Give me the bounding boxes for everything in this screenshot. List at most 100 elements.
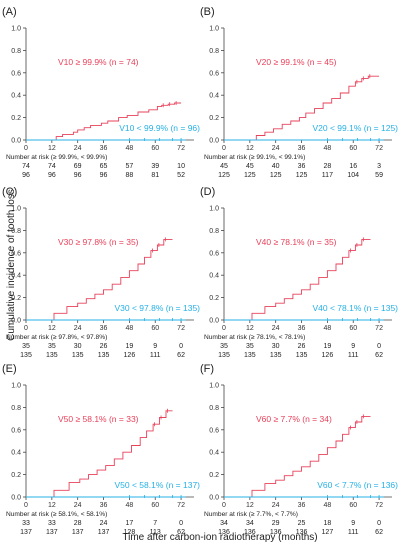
chart-4-y-tick-label-1: 0.2 xyxy=(11,472,21,479)
chart-2-x-tick-label-3: 36 xyxy=(100,325,108,332)
chart-4-y-tick-label-2: 0.4 xyxy=(11,450,21,457)
chart-5-risk-high-1: 34 xyxy=(246,520,254,527)
chart-1-y-tick-label-2: 0.4 xyxy=(209,93,219,100)
chart-1-risk-low-0: 125 xyxy=(218,172,230,179)
chart-0-x-tick-label-3: 36 xyxy=(100,145,108,152)
chart-0-risk-high-3: 65 xyxy=(100,163,108,170)
chart-2-risk-low-1: 135 xyxy=(46,352,58,359)
chart-3-risk-low-0: 135 xyxy=(218,352,230,359)
chart-4-x-tick-label-1: 12 xyxy=(48,502,56,509)
chart-0-x-tick-label-2: 24 xyxy=(74,145,82,152)
chart-1-risk-high-1: 45 xyxy=(246,163,254,170)
chart-1-series-low-label: V20 < 99.1% (n = 125) xyxy=(312,123,398,133)
chart-0-y-tick-label-2: 0.4 xyxy=(11,93,21,100)
chart-1-x-tick-label-2: 24 xyxy=(272,145,280,152)
chart-3-x-tick-label-0: 0 xyxy=(222,325,226,332)
chart-0-risk-low-2: 96 xyxy=(74,172,82,179)
chart-3-y-tick-label-0: 0.0 xyxy=(209,318,219,325)
chart-2-risk-low-4: 126 xyxy=(124,352,136,359)
chart-1-risk-high-4: 28 xyxy=(323,163,331,170)
chart-1-risk-high-5: 16 xyxy=(349,163,357,170)
chart-0-y-tick-label-0: 0.0 xyxy=(11,138,21,145)
chart-4-x-tick-label-0: 0 xyxy=(24,502,28,509)
chart-5-risk-high-3: 25 xyxy=(298,520,306,527)
chart-5-x-tick-label-2: 24 xyxy=(272,502,280,509)
chart-0-x-tick-label-4: 48 xyxy=(125,145,133,152)
chart-1-risk-low-4: 117 xyxy=(322,172,333,179)
chart-0-risk-low-3: 96 xyxy=(100,172,108,179)
chart-3-x-tick-label-4: 48 xyxy=(323,325,331,332)
chart-5-risk-table-header: Number at risk (≥ 7.7%, < 7.7%) xyxy=(204,511,298,518)
chart-0-y-tick-label-1: 0.2 xyxy=(11,115,21,122)
chart-5-x-tick-label-4: 48 xyxy=(323,502,331,509)
chart-1-risk-high-3: 36 xyxy=(298,163,306,170)
chart-0-risk-low-6: 52 xyxy=(177,172,185,179)
chart-1-risk-table-header: Number at risk (≥ 99.1%, < 99.1%) xyxy=(204,154,305,161)
chart-4-panel-label: (E) xyxy=(2,363,17,375)
chart-5-series-high-line xyxy=(224,415,371,498)
chart-2-y-tick-label-2: 0.4 xyxy=(11,273,21,280)
chart-1-x-tick-label-5: 60 xyxy=(349,145,357,152)
chart-3-risk-high-5: 9 xyxy=(351,343,355,350)
chart-5-x-tick-label-0: 0 xyxy=(222,502,226,509)
chart-3-y-tick-label-5: 1.0 xyxy=(209,206,219,213)
chart-2-x-tick-label-0: 0 xyxy=(24,325,28,332)
chart-2-x-tick-label-1: 12 xyxy=(48,325,56,332)
chart-0-risk-high-0: 74 xyxy=(22,163,30,170)
chart-5-y-tick-label-1: 0.2 xyxy=(209,472,219,479)
chart-1-risk-low-1: 125 xyxy=(244,172,256,179)
chart-4-y-tick-label-5: 1.0 xyxy=(11,383,21,390)
chart-3-series-high-label: V40 ≥ 78.1% (n = 35) xyxy=(256,237,337,247)
chart-4-risk-low-4: 128 xyxy=(124,529,136,536)
chart-5-series-high-label: V60 ≥ 7.7% (n = 34) xyxy=(256,414,332,424)
chart-5-y-tick-label-4: 0.8 xyxy=(209,405,219,412)
chart-4-x-tick-label-5: 60 xyxy=(151,502,159,509)
chart-5-risk-low-2: 136 xyxy=(270,529,282,536)
chart-4-risk-low-6: 62 xyxy=(177,529,185,536)
chart-2-risk-table-header: Number at risk (≥ 97.8%, < 97.8%) xyxy=(6,334,107,341)
chart-2-risk-high-3: 26 xyxy=(100,343,108,350)
chart-2-series-high-label: V30 ≥ 97.8% (n = 35) xyxy=(58,237,139,247)
chart-0-x-tick-label-5: 60 xyxy=(151,145,159,152)
chart-0-risk-high-1: 74 xyxy=(48,163,56,170)
chart-5-risk-low-6: 62 xyxy=(375,529,383,536)
chart-4-risk-table-header: Number at risk (≥ 58.1%, < 58.1%) xyxy=(6,511,107,518)
chart-1-panel-label: (B) xyxy=(200,6,215,18)
chart-4-risk-high-2: 28 xyxy=(74,520,82,527)
chart-2-risk-low-5: 111 xyxy=(150,352,161,359)
chart-2-risk-low-0: 135 xyxy=(20,352,32,359)
chart-5-y-tick-label-3: 0.6 xyxy=(209,427,219,434)
chart-3-x-tick-label-1: 12 xyxy=(246,325,254,332)
chart-1-y-tick-label-3: 0.6 xyxy=(209,70,219,77)
chart-2-risk-low-2: 135 xyxy=(72,352,84,359)
chart-3-x-tick-label-2: 24 xyxy=(272,325,280,332)
chart-3-risk-high-2: 30 xyxy=(272,343,280,350)
chart-3-risk-high-4: 19 xyxy=(323,343,331,350)
chart-5-risk-low-1: 136 xyxy=(244,529,256,536)
chart-1-risk-low-6: 59 xyxy=(375,172,383,179)
chart-3-risk-low-1: 135 xyxy=(244,352,256,359)
chart-4-risk-low-5: 113 xyxy=(150,529,161,536)
chart-5-risk-high-2: 29 xyxy=(272,520,280,527)
chart-2-x-tick-label-6: 72 xyxy=(177,325,185,332)
chart-5-y-tick-label-5: 1.0 xyxy=(209,383,219,390)
chart-4-risk-low-2: 137 xyxy=(72,529,84,536)
chart-2-y-tick-label-1: 0.2 xyxy=(11,295,21,302)
chart-5-x-tick-label-1: 12 xyxy=(246,502,254,509)
chart-2-y-tick-label-3: 0.6 xyxy=(11,250,21,257)
chart-3-series-high-line xyxy=(224,238,371,321)
chart-2-series-high-line xyxy=(26,238,173,321)
chart-0-risk-table-header: Number at risk (≥ 99.9%, < 99.9%) xyxy=(6,154,107,161)
chart-3-risk-high-6: 0 xyxy=(377,343,381,350)
chart-5-risk-low-5: 111 xyxy=(348,529,359,536)
chart-2-y-tick-label-4: 0.8 xyxy=(11,228,21,235)
chart-4-series-high-line xyxy=(26,410,173,498)
chart-3-x-tick-label-3: 36 xyxy=(298,325,306,332)
chart-4-risk-high-1: 33 xyxy=(48,520,56,527)
chart-4-x-tick-label-6: 72 xyxy=(177,502,185,509)
chart-2-risk-high-2: 30 xyxy=(74,343,82,350)
chart-4-x-tick-label-2: 24 xyxy=(74,502,82,509)
chart-3-x-tick-label-5: 60 xyxy=(349,325,357,332)
chart-0-x-tick-label-6: 72 xyxy=(177,145,185,152)
